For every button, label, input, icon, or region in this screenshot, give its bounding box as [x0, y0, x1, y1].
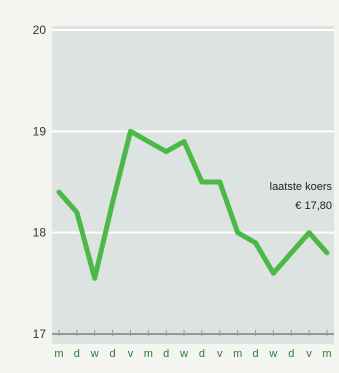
- x-tick-label: d: [110, 348, 116, 360]
- x-tick-label: w: [179, 348, 188, 360]
- x-tick-label: d: [74, 348, 80, 360]
- x-tick-label: v: [306, 348, 312, 360]
- series-line: [56, 128, 330, 281]
- x-tick-label: m: [144, 348, 153, 360]
- x-tick-label: v: [217, 348, 223, 360]
- x-tick-label: d: [252, 348, 258, 360]
- x-tick-label: m: [54, 348, 63, 360]
- y-axis: 17 18 19 20: [33, 23, 47, 341]
- y-tick-label: 18: [33, 226, 47, 240]
- x-tick-label: d: [288, 348, 294, 360]
- plot-background: [52, 26, 334, 344]
- x-tick-label: d: [163, 348, 169, 360]
- y-tick-label: 19: [33, 124, 47, 138]
- x-tick-label: v: [128, 348, 134, 360]
- gridlines: [52, 29, 334, 335]
- annotation-label: laatste koers: [270, 181, 333, 193]
- x-tick-label: d: [199, 348, 205, 360]
- x-tick-label: w: [90, 348, 99, 360]
- annotation-value: € 17,80: [295, 200, 332, 212]
- y-tick-label: 17: [33, 327, 47, 341]
- x-tick-label: m: [322, 348, 331, 360]
- x-tick-label: m: [233, 348, 242, 360]
- y-tick-label: 20: [33, 23, 47, 37]
- x-tick-label: w: [268, 348, 277, 360]
